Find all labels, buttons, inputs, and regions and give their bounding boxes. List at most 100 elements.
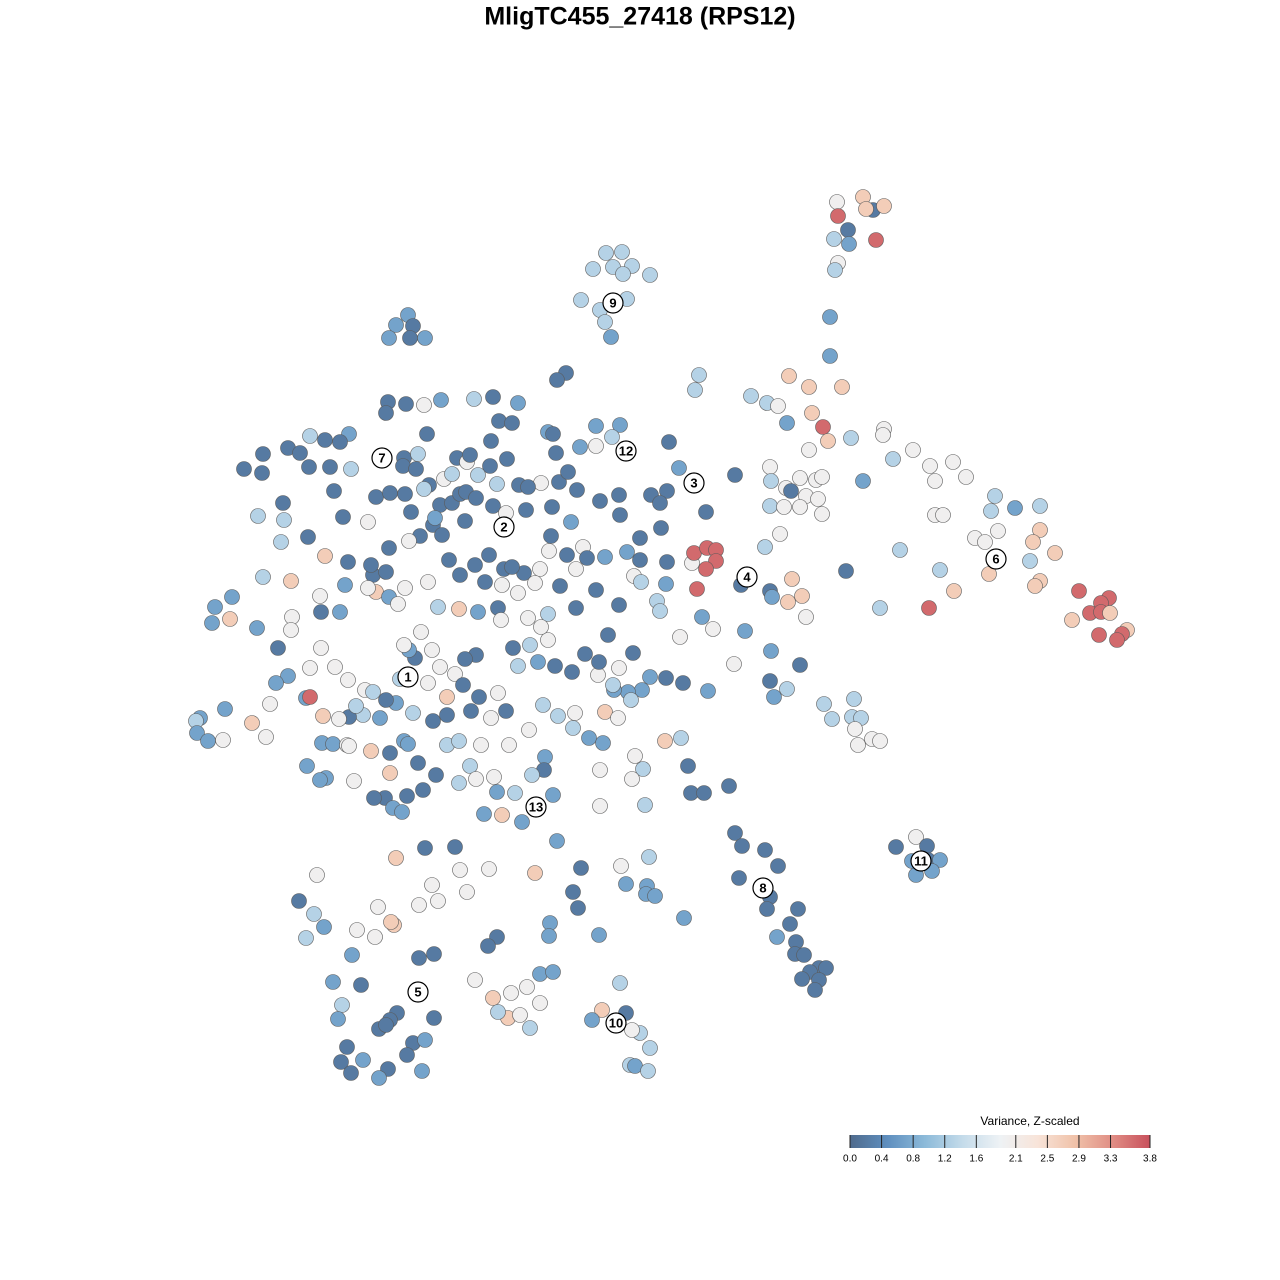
point: [726, 656, 742, 672]
point: [632, 530, 648, 546]
colorbar: Variance, Z-scaled 0.0 0.4 0.8 1.2 1.6 2.1 2.5…: [843, 1114, 1157, 1164]
point: [411, 897, 427, 913]
point: [579, 550, 595, 566]
point: [483, 433, 499, 449]
cluster-label-badge: [397, 666, 419, 688]
point: [623, 692, 639, 708]
point: [430, 599, 446, 615]
point: [850, 737, 866, 753]
point: [249, 620, 265, 636]
point: [610, 710, 626, 726]
point: [922, 458, 938, 474]
point: [498, 703, 514, 719]
point: [521, 722, 537, 738]
point: [250, 508, 266, 524]
point: [258, 729, 274, 745]
point: [485, 498, 501, 514]
point: [424, 642, 440, 658]
point: [489, 784, 505, 800]
point: [325, 736, 341, 752]
chart-title: MligTC455_27418 (RPS12): [484, 3, 795, 31]
cluster-label: 12: [619, 443, 633, 458]
point: [794, 971, 810, 987]
point: [514, 814, 530, 830]
point: [302, 660, 318, 676]
point: [545, 964, 561, 980]
point: [597, 314, 613, 330]
colorbar-tick-label: 0.4: [875, 1154, 889, 1165]
point: [532, 561, 548, 577]
point: [834, 379, 850, 395]
point: [333, 1054, 349, 1070]
point: [413, 624, 429, 640]
point: [838, 563, 854, 579]
cluster-label: 7: [378, 450, 385, 465]
point: [512, 1007, 528, 1023]
point: [426, 946, 442, 962]
point: [766, 689, 782, 705]
point: [530, 654, 546, 670]
point: [858, 201, 874, 217]
point: [325, 974, 341, 990]
point: [533, 475, 549, 491]
point: [1025, 534, 1041, 550]
colorbar-tick-label: 0.0: [843, 1154, 857, 1165]
point: [420, 675, 436, 691]
point: [762, 498, 778, 514]
point: [302, 689, 318, 705]
point: [727, 467, 743, 483]
point: [416, 481, 432, 497]
point: [255, 569, 271, 585]
point: [463, 703, 479, 719]
points-layer: [188, 189, 1135, 1086]
point: [658, 670, 674, 686]
point: [659, 483, 675, 499]
point: [549, 833, 565, 849]
point: [757, 842, 773, 858]
point: [291, 893, 307, 909]
point: [855, 473, 871, 489]
point: [822, 309, 838, 325]
point: [694, 609, 710, 625]
point: [565, 720, 581, 736]
point: [541, 543, 557, 559]
point: [1032, 498, 1048, 514]
colorbar-tick-label: 1.2: [938, 1154, 952, 1165]
point: [908, 829, 924, 845]
point: [417, 330, 433, 346]
point: [378, 692, 394, 708]
cluster-label-badge: [525, 796, 547, 818]
point: [592, 798, 608, 814]
point: [400, 736, 416, 752]
point: [592, 762, 608, 778]
point: [691, 367, 707, 383]
point: [383, 914, 399, 930]
point: [545, 787, 561, 803]
point: [430, 893, 446, 909]
point: [770, 398, 786, 414]
point: [424, 877, 440, 893]
cluster-label: 6: [992, 551, 999, 566]
point: [381, 330, 397, 346]
point: [215, 732, 231, 748]
cluster-label-badge: [910, 850, 932, 872]
point: [224, 589, 240, 605]
point: [698, 504, 714, 520]
point: [611, 660, 627, 676]
point: [796, 947, 812, 963]
point: [560, 464, 576, 480]
point: [568, 561, 584, 577]
point: [661, 434, 677, 450]
point: [301, 459, 317, 475]
point: [473, 737, 489, 753]
point: [762, 459, 778, 475]
cluster-label-badge: [407, 981, 429, 1003]
point: [769, 929, 785, 945]
point: [1047, 545, 1063, 561]
colorbar-tick-label: 2.9: [1072, 1154, 1086, 1165]
point: [658, 576, 674, 592]
point: [537, 749, 553, 765]
point: [672, 629, 688, 645]
point: [868, 232, 884, 248]
